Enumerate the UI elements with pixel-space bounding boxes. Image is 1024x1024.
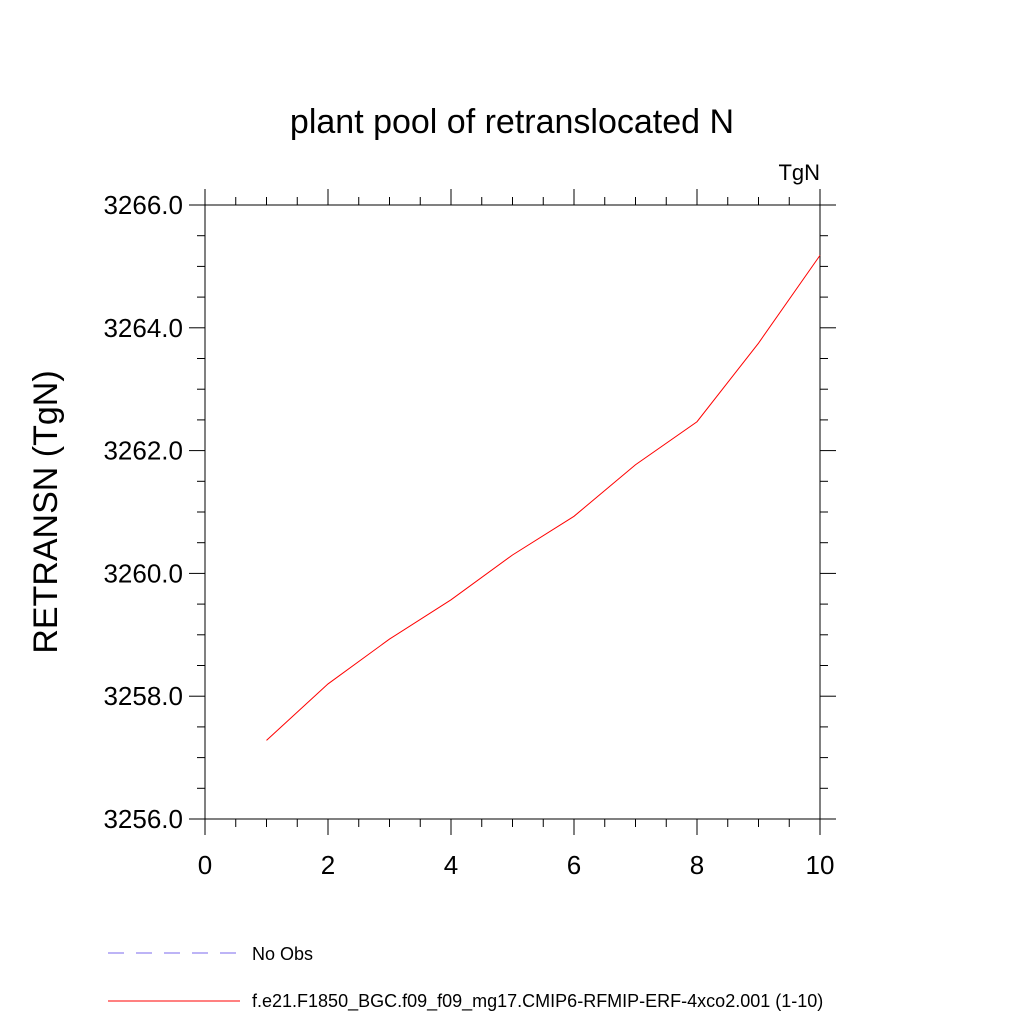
- y-tick-label: 3258.0: [103, 681, 183, 711]
- x-tick-label: 6: [567, 850, 581, 880]
- x-tick-label: 10: [806, 850, 835, 880]
- legend: No Obs f.e21.F1850_BGC.f09_f09_mg17.CMIP…: [108, 944, 823, 1012]
- legend-label-no-obs: No Obs: [252, 944, 313, 964]
- y-tick-label: 3260.0: [103, 558, 183, 588]
- series-line: [266, 255, 821, 741]
- data-series: [266, 255, 821, 741]
- axis-tick-labels: 0 2 4 6 8 10 3256.0 3258.0 3260.0 3262.0 3264.0 326…: [103, 190, 834, 880]
- axis-ticks: [189, 189, 836, 835]
- y-axis-label: RETRANSN (TgN): [27, 370, 65, 653]
- x-tick-label: 0: [198, 850, 212, 880]
- y-tick-label: 3262.0: [103, 436, 183, 466]
- chart-title: plant pool of retranslocated N: [290, 103, 734, 141]
- x-tick-label: 8: [690, 850, 704, 880]
- y-tick-label: 3264.0: [103, 313, 183, 343]
- y-tick-label: 3266.0: [103, 190, 183, 220]
- x-tick-label: 2: [321, 850, 335, 880]
- x-tick-label: 4: [444, 850, 458, 880]
- legend-label-model-run: f.e21.F1850_BGC.f09_f09_mg17.CMIP6-RFMIP…: [252, 991, 823, 1012]
- y-tick-label: 3256.0: [103, 804, 183, 834]
- units-label: TgN: [778, 160, 820, 185]
